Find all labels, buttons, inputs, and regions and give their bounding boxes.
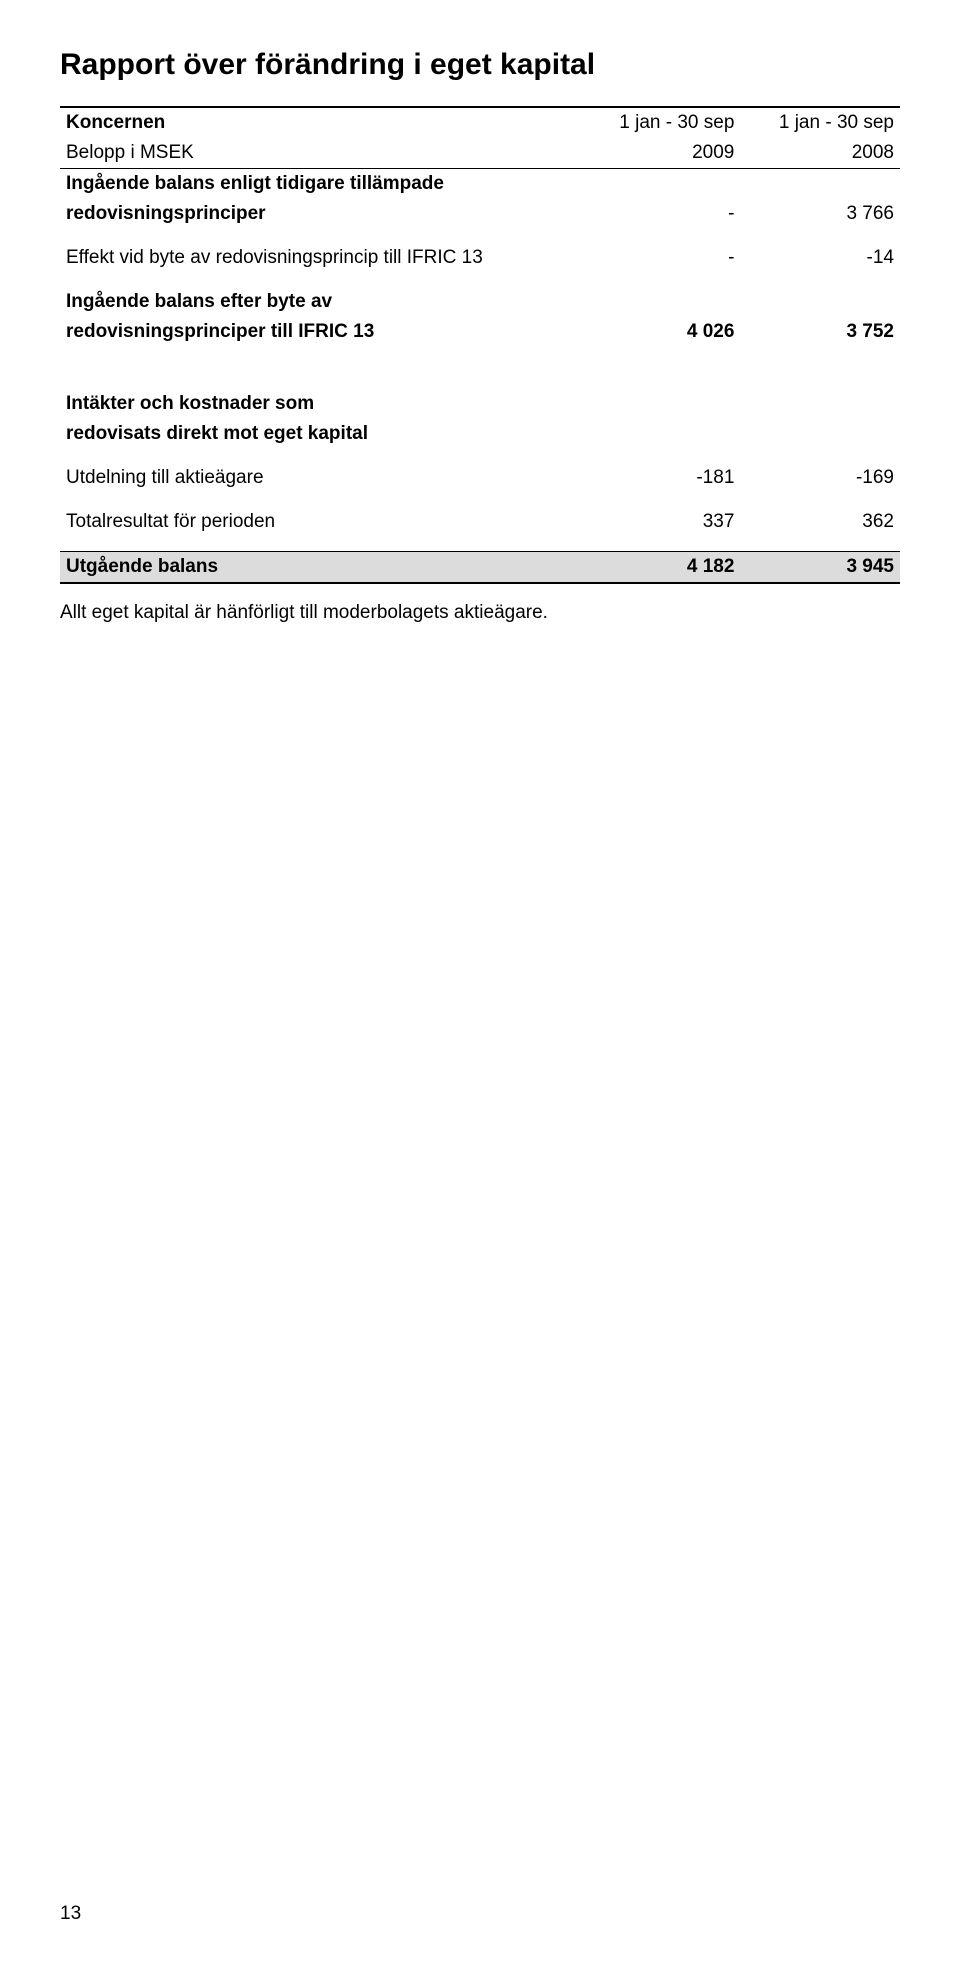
row-totalresultat-label: Totalresultat för perioden xyxy=(60,507,581,537)
equity-change-table: Koncernen 1 jan - 30 sep 1 jan - 30 sep … xyxy=(60,106,900,584)
header-col1-line2: Belopp i MSEK xyxy=(60,138,581,169)
row-ingaende-efter-v2: 3 752 xyxy=(740,317,900,347)
row-utgaende-v2: 3 945 xyxy=(740,551,900,583)
row-utdelning-label: Utdelning till aktieägare xyxy=(60,463,581,493)
row-intakter-line1: Intäkter och kostnader som xyxy=(60,389,581,419)
row-effekt-v2: -14 xyxy=(740,243,900,273)
row-effekt-label: Effekt vid byte av redovisningsprincip t… xyxy=(60,243,581,273)
header-col3-line1: 1 jan - 30 sep xyxy=(740,107,900,138)
row-intakter-line2: redovisats direkt mot eget kapital xyxy=(60,419,581,449)
row-ingaende-efter-line1: Ingående balans efter byte av xyxy=(60,287,581,317)
row-ingaende-tillampade-line1: Ingående balans enligt tidigare tillämpa… xyxy=(60,169,581,200)
footnote-text: Allt eget kapital är hänförligt till mod… xyxy=(60,602,900,624)
header-col2-line2: 2009 xyxy=(581,138,741,169)
row-utdelning-v1: -181 xyxy=(581,463,741,493)
row-utgaende-label: Utgående balans xyxy=(60,551,581,583)
header-col2-line1: 1 jan - 30 sep xyxy=(581,107,741,138)
header-col3-line2: 2008 xyxy=(740,138,900,169)
row-totalresultat-v1: 337 xyxy=(581,507,741,537)
row-utdelning-v2: -169 xyxy=(740,463,900,493)
page-number: 13 xyxy=(60,1903,81,1925)
row-ingaende-efter-v1: 4 026 xyxy=(581,317,741,347)
header-col1-line1: Koncernen xyxy=(60,107,581,138)
row-utgaende-v1: 4 182 xyxy=(581,551,741,583)
row-ingaende-tillampade-line2: redovisningsprinciper xyxy=(60,199,581,229)
row-ingaende-efter-line2: redovisningsprinciper till IFRIC 13 xyxy=(60,317,581,347)
row-ingaende-tillampade-v1: - xyxy=(581,199,741,229)
page-title: Rapport över förändring i eget kapital xyxy=(60,48,900,82)
row-effekt-v1: - xyxy=(581,243,741,273)
row-ingaende-tillampade-v2: 3 766 xyxy=(740,199,900,229)
row-totalresultat-v2: 362 xyxy=(740,507,900,537)
